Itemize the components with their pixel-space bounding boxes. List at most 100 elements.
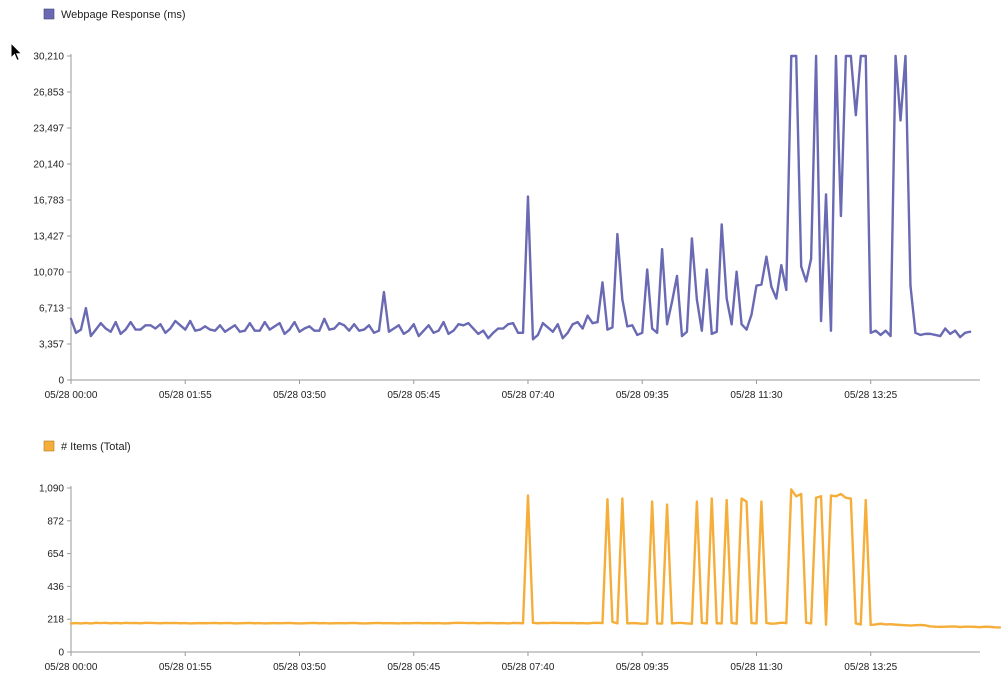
data-point bbox=[854, 622, 857, 625]
data-point bbox=[427, 622, 430, 625]
data-point bbox=[164, 621, 167, 625]
data-point bbox=[74, 622, 78, 625]
data-point bbox=[760, 500, 763, 503]
data-point bbox=[333, 327, 336, 330]
data-point bbox=[536, 333, 540, 337]
data-point bbox=[591, 322, 594, 325]
data-point bbox=[372, 331, 376, 334]
data-point bbox=[849, 54, 852, 58]
data-point bbox=[144, 324, 147, 327]
data-point bbox=[497, 327, 500, 330]
y-tick-label: 0 bbox=[58, 648, 64, 659]
data-point bbox=[616, 233, 619, 236]
data-point bbox=[213, 329, 217, 332]
data-point bbox=[129, 622, 132, 625]
data-point bbox=[894, 54, 897, 58]
data-point bbox=[392, 327, 395, 330]
data-point bbox=[516, 622, 520, 625]
data-point bbox=[780, 264, 783, 267]
data-point bbox=[829, 494, 833, 497]
data-point bbox=[988, 625, 992, 628]
data-point bbox=[199, 328, 202, 331]
data-point bbox=[586, 314, 589, 317]
data-point bbox=[89, 622, 92, 625]
data-point bbox=[308, 325, 311, 328]
data-point bbox=[189, 319, 192, 323]
data-point bbox=[487, 337, 490, 340]
x-tick-label: 05/28 09:35 bbox=[616, 390, 669, 401]
data-point bbox=[834, 54, 838, 58]
y-tick-label: 20,140 bbox=[33, 160, 64, 171]
data-point bbox=[139, 328, 142, 331]
chart-webpage-response: Webpage Response (ms) 0 3,357 6,713 10,070 1… bbox=[33, 8, 980, 401]
x-tick-label: 05/28 03:50 bbox=[273, 390, 326, 401]
data-point bbox=[944, 327, 947, 330]
data-point bbox=[69, 622, 73, 625]
data-point bbox=[869, 623, 872, 627]
data-point bbox=[104, 621, 107, 624]
data-point bbox=[218, 324, 222, 327]
data-point bbox=[680, 621, 684, 625]
data-point bbox=[626, 622, 629, 625]
data-point bbox=[631, 622, 634, 625]
data-point bbox=[834, 495, 838, 498]
data-point bbox=[293, 622, 296, 625]
data-point bbox=[218, 622, 222, 625]
data-point bbox=[720, 223, 723, 226]
x-axis-webpage-response: 05/28 00:00 05/28 01:55 05/28 03:50 05/28 0… bbox=[45, 379, 980, 401]
data-point bbox=[432, 331, 435, 334]
data-point bbox=[174, 319, 177, 323]
legend-items-total[interactable]: # Items (Total) bbox=[43, 440, 131, 453]
data-point bbox=[675, 274, 679, 278]
data-point bbox=[646, 268, 649, 271]
data-point bbox=[765, 621, 768, 625]
data-point bbox=[904, 624, 907, 627]
data-point bbox=[725, 498, 728, 502]
data-point bbox=[954, 329, 957, 332]
data-point bbox=[283, 622, 286, 625]
data-point bbox=[412, 622, 415, 625]
data-point bbox=[775, 622, 778, 625]
data-point bbox=[750, 313, 753, 316]
data-point bbox=[700, 329, 703, 332]
data-point bbox=[631, 324, 634, 327]
data-point bbox=[164, 331, 167, 334]
y-tick-label: 16,783 bbox=[33, 196, 64, 207]
data-point bbox=[313, 621, 316, 625]
data-point bbox=[303, 327, 306, 330]
data-point bbox=[571, 621, 574, 625]
data-point bbox=[571, 323, 574, 326]
data-point bbox=[288, 328, 291, 331]
legend-webpage-response[interactable]: Webpage Response (ms) bbox=[43, 8, 186, 21]
data-point bbox=[208, 622, 212, 625]
data-point bbox=[417, 334, 420, 338]
data-point bbox=[670, 300, 674, 303]
data-point bbox=[551, 621, 554, 624]
data-point bbox=[353, 323, 356, 326]
data-point bbox=[665, 503, 669, 506]
data-point bbox=[944, 625, 947, 628]
data-point bbox=[685, 622, 689, 625]
data-point bbox=[785, 288, 788, 292]
data-point bbox=[114, 621, 117, 625]
data-point bbox=[745, 500, 748, 503]
data-point bbox=[223, 622, 227, 625]
data-point bbox=[362, 328, 366, 331]
data-point bbox=[258, 622, 261, 625]
data-point bbox=[536, 622, 540, 625]
data-point bbox=[487, 621, 490, 625]
y-tick-label: 3,357 bbox=[39, 339, 64, 350]
data-point bbox=[318, 329, 321, 332]
data-point bbox=[79, 328, 83, 331]
data-point bbox=[447, 622, 450, 625]
y-tick-label: 0 bbox=[58, 376, 64, 387]
data-point bbox=[477, 332, 480, 335]
data-point bbox=[919, 333, 922, 337]
data-point bbox=[253, 329, 256, 332]
data-point bbox=[94, 328, 97, 331]
data-point bbox=[521, 331, 525, 334]
data-point bbox=[695, 298, 698, 301]
data-point bbox=[844, 496, 847, 499]
data-point bbox=[109, 330, 112, 333]
data-point bbox=[308, 622, 311, 625]
